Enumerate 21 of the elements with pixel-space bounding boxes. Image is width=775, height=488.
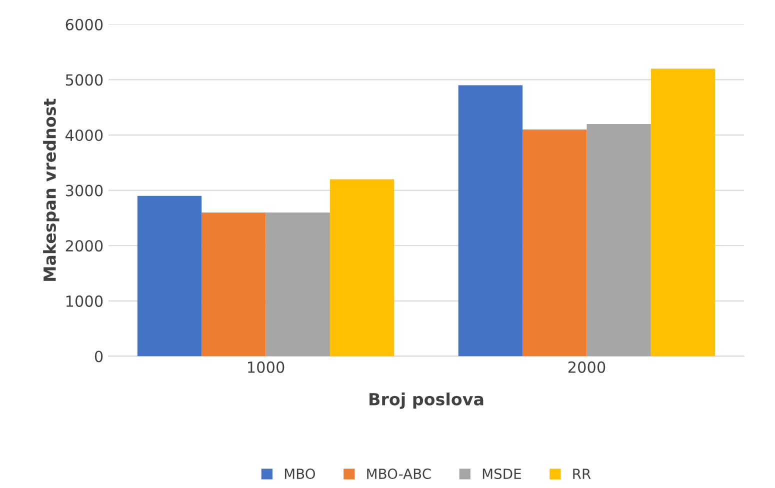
bar [650, 68, 716, 356]
bar [586, 124, 651, 356]
y-tick-label: 6000 [66, 18, 103, 30]
bar [522, 129, 587, 356]
bar [266, 212, 330, 356]
y-tick-label: 2000 [66, 240, 103, 252]
y-tick-label: 0 [94, 350, 103, 362]
bar [202, 212, 266, 356]
y-axis-title: Makespan vrednost [43, 98, 60, 281]
y-tick-label: 4000 [66, 129, 103, 142]
legend-label: MBO-ABC [367, 468, 431, 480]
y-tick-label: 1000 [66, 295, 103, 307]
y-tick-label: 5000 [66, 74, 103, 86]
bar [458, 85, 523, 356]
x-axis-title: Broj poslova [370, 392, 484, 409]
y-tick-label: 3000 [66, 184, 103, 196]
bar [137, 196, 202, 356]
legend-label: MSDE [482, 468, 521, 480]
legend-label: RR [573, 468, 591, 479]
bar [330, 179, 394, 356]
legend-label: MBO [284, 468, 316, 480]
